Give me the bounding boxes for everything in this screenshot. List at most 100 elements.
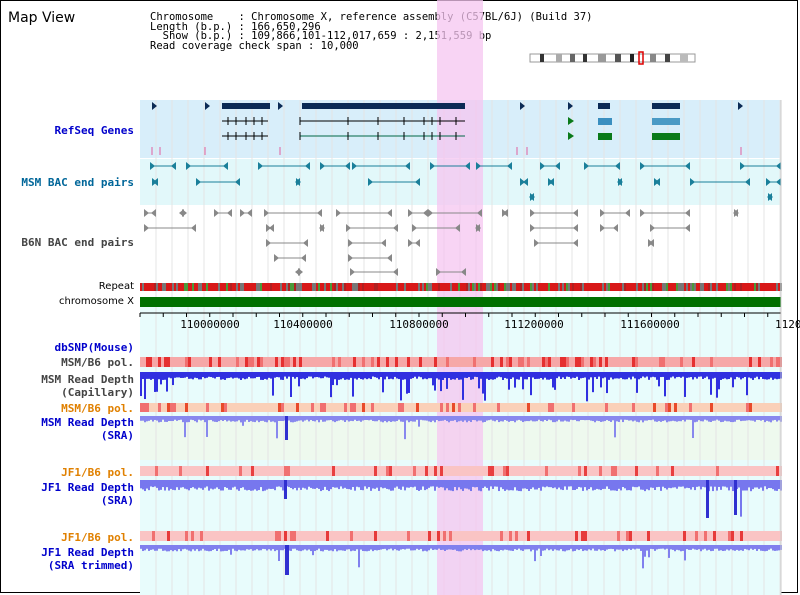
depth-bar <box>236 416 238 422</box>
repeat-block <box>198 283 200 291</box>
depth-bar <box>430 416 432 423</box>
jf1-pol-label-1[interactable]: JF1/B6 pol. <box>61 466 134 479</box>
polymorphism-cell <box>731 466 734 476</box>
repeat-block <box>304 283 306 291</box>
depth-bar <box>704 416 706 420</box>
polymorphism-cell <box>374 466 377 476</box>
depth-bar <box>660 480 662 491</box>
polymorphism-cell <box>743 357 746 367</box>
depth-bar <box>398 416 400 420</box>
depth-bar <box>776 545 778 551</box>
repeat-block <box>164 283 166 291</box>
depth-bar <box>548 372 550 380</box>
depth-bar <box>194 545 196 551</box>
polymorphism-cell <box>602 403 605 412</box>
msm-pol-label-2[interactable]: MSM/B6 pol. <box>61 402 134 415</box>
polymorphism-cell <box>506 531 509 541</box>
dbsnp-label[interactable]: dbSNP(Mouse) <box>54 341 134 354</box>
polymorphism-cell <box>266 531 269 541</box>
jf1-pol-label-2[interactable]: JF1/B6 pol. <box>61 531 134 544</box>
polymorphism-cell <box>314 357 317 367</box>
b6n-bac-label[interactable]: B6N BAC end pairs <box>21 236 134 249</box>
polymorphism-cell <box>380 466 383 476</box>
refseq-genes-label[interactable]: RefSeq Genes <box>54 124 134 137</box>
polymorphism-cell <box>620 403 623 412</box>
depth-bar <box>304 545 306 550</box>
polymorphism-cell <box>395 466 398 476</box>
polymorphism-cell <box>611 357 614 367</box>
depth-bar <box>554 480 556 488</box>
depth-bar <box>504 480 506 491</box>
depth-bar <box>764 480 766 487</box>
depth-bar <box>534 372 536 380</box>
polymorphism-cell <box>227 357 230 367</box>
depth-bar <box>434 480 436 491</box>
depth-bar <box>644 372 646 378</box>
polymorphism-cell <box>197 466 200 476</box>
repeat-block <box>662 283 664 291</box>
bac-end <box>625 209 630 217</box>
repeat-block <box>230 283 232 291</box>
depth-bar <box>186 480 188 490</box>
depth-bar <box>640 372 642 379</box>
depth-bar <box>212 480 214 490</box>
polymorphism-cell <box>263 466 266 476</box>
polymorphism-cell <box>194 403 197 412</box>
repeat-block <box>456 283 458 291</box>
polymorphism-cell <box>674 466 677 476</box>
depth-bar <box>416 480 418 490</box>
repeat-block <box>680 283 682 291</box>
depth-bar <box>178 480 180 490</box>
polymorphism-cell <box>182 466 185 476</box>
msm-bac-label[interactable]: MSM BAC end pairs <box>21 176 134 189</box>
depth-bar <box>612 545 614 550</box>
depth-bar <box>662 372 664 377</box>
polymorphism-cell <box>608 531 611 541</box>
msm-depth-sra-label[interactable]: MSM Read Depth <box>41 416 134 429</box>
polymorphism-cell <box>179 403 182 412</box>
depth-bar <box>302 372 304 379</box>
depth-bar <box>260 372 262 380</box>
depth-bar <box>170 372 172 379</box>
depth-bar <box>612 372 614 380</box>
msm-depth-cap-label[interactable]: MSM Read Depth <box>41 373 134 386</box>
jf1-depth-label[interactable]: JF1 Read Depth <box>41 481 134 494</box>
depth-bar <box>434 416 436 423</box>
depth-bar <box>664 480 666 489</box>
polymorphism-cell <box>188 531 191 541</box>
repeat-block <box>726 283 728 291</box>
polymorphism-cell <box>545 357 548 367</box>
depth-bar <box>750 545 752 549</box>
polymorphism-cell <box>170 357 173 367</box>
depth-bar <box>332 416 334 422</box>
depth-bar <box>544 545 546 551</box>
polymorphism-cell <box>623 531 626 541</box>
depth-bar <box>552 372 554 388</box>
polymorphism-cell <box>248 403 251 412</box>
depth-bar <box>316 545 318 551</box>
bac-end <box>776 178 781 186</box>
depth-bar <box>214 480 216 489</box>
depth-bar <box>224 545 226 551</box>
depth-bar <box>290 545 292 551</box>
bac-end <box>153 178 158 186</box>
polymorphism-cell <box>422 357 425 367</box>
depth-bar <box>278 480 280 487</box>
depth-bar <box>518 372 520 380</box>
depth-bar <box>222 416 224 422</box>
depth-bar <box>586 480 588 491</box>
polymorphism-cell <box>227 531 230 541</box>
msm-pol-label-1[interactable]: MSM/B6 pol. <box>61 356 134 369</box>
polymorphism-cell <box>665 531 668 541</box>
depth-bar <box>354 372 356 379</box>
polymorphism-cell <box>536 531 539 541</box>
polymorphism-cell <box>212 531 215 541</box>
depth-bar <box>722 416 724 422</box>
depth-bar <box>748 480 750 488</box>
repeat-block <box>718 283 720 291</box>
polymorphism-cell <box>164 531 167 541</box>
repeat-block <box>246 283 248 291</box>
jf1-trim-label[interactable]: JF1 Read Depth <box>41 546 134 559</box>
depth-bar <box>528 372 530 378</box>
